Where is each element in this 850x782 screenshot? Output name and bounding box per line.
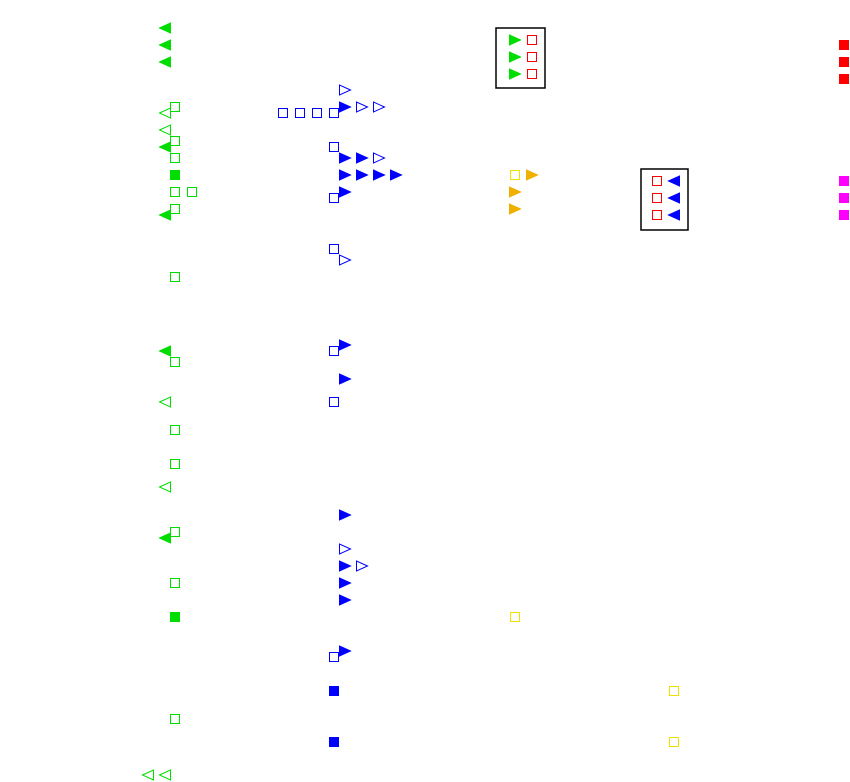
triangle-icon: [158, 141, 171, 153]
triangle-icon: [158, 56, 171, 68]
square-icon: [295, 108, 305, 118]
square-icon: [187, 187, 197, 197]
square-icon: [839, 57, 849, 67]
triangle-icon: [141, 769, 154, 781]
square-icon: [170, 425, 180, 435]
triangle-icon: [339, 594, 352, 606]
triangle-icon: [667, 175, 680, 187]
triangle-icon: [509, 203, 522, 215]
square-icon: [170, 204, 180, 214]
triangle-icon: [339, 339, 352, 351]
square-icon: [329, 397, 339, 407]
square-icon: [839, 40, 849, 50]
triangle-icon: [509, 51, 522, 63]
square-icon: [170, 102, 180, 112]
triangle-icon: [158, 22, 171, 34]
square-icon: [170, 153, 180, 163]
square-icon: [329, 737, 339, 747]
square-icon: [839, 74, 849, 84]
square-icon: [170, 136, 180, 146]
triangle-icon: [509, 68, 522, 80]
triangle-icon: [356, 101, 369, 113]
triangle-icon: [158, 124, 171, 136]
square-icon: [329, 193, 339, 203]
square-icon: [170, 527, 180, 537]
triangle-icon: [158, 532, 171, 544]
triangle-icon: [158, 396, 171, 408]
square-icon: [527, 35, 537, 45]
square-icon: [652, 193, 662, 203]
square-icon: [329, 346, 339, 356]
triangle-icon: [339, 152, 352, 164]
triangle-icon: [158, 107, 171, 119]
square-icon: [652, 176, 662, 186]
triangle-icon: [339, 169, 352, 181]
square-icon: [839, 210, 849, 220]
triangle-icon: [339, 84, 352, 96]
triangle-icon: [339, 254, 352, 266]
triangle-icon: [339, 186, 352, 198]
triangle-icon: [339, 645, 352, 657]
square-icon: [170, 170, 180, 180]
triangle-icon: [667, 192, 680, 204]
triangle-icon: [339, 101, 352, 113]
triangle-icon: [356, 560, 369, 572]
square-icon: [527, 69, 537, 79]
triangle-icon: [373, 101, 386, 113]
square-icon: [329, 142, 339, 152]
triangle-icon: [158, 345, 171, 357]
square-icon: [329, 108, 339, 118]
triangle-icon: [339, 373, 352, 385]
square-icon: [329, 686, 339, 696]
square-icon: [329, 652, 339, 662]
square-icon: [170, 187, 180, 197]
square-icon: [312, 108, 322, 118]
triangle-icon: [526, 169, 539, 181]
square-icon: [527, 52, 537, 62]
square-icon: [278, 108, 288, 118]
triangle-icon: [158, 209, 171, 221]
triangle-icon: [356, 169, 369, 181]
square-icon: [839, 193, 849, 203]
group-box: [495, 27, 546, 89]
triangle-icon: [509, 34, 522, 46]
square-icon: [170, 459, 180, 469]
square-icon: [669, 686, 679, 696]
triangle-icon: [373, 152, 386, 164]
group-box: [640, 168, 689, 231]
triangle-icon: [158, 39, 171, 51]
triangle-icon: [339, 509, 352, 521]
square-icon: [839, 176, 849, 186]
triangle-icon: [390, 169, 403, 181]
triangle-icon: [373, 169, 386, 181]
triangle-icon: [339, 577, 352, 589]
square-icon: [170, 612, 180, 622]
square-icon: [510, 170, 520, 180]
triangle-icon: [158, 481, 171, 493]
triangle-icon: [339, 560, 352, 572]
square-icon: [669, 737, 679, 747]
square-icon: [170, 272, 180, 282]
square-icon: [510, 612, 520, 622]
square-icon: [652, 210, 662, 220]
square-icon: [170, 578, 180, 588]
triangle-icon: [356, 152, 369, 164]
triangle-icon: [509, 186, 522, 198]
triangle-icon: [158, 769, 171, 781]
square-icon: [329, 244, 339, 254]
triangle-icon: [339, 543, 352, 555]
square-icon: [170, 357, 180, 367]
square-icon: [170, 714, 180, 724]
triangle-icon: [667, 209, 680, 221]
